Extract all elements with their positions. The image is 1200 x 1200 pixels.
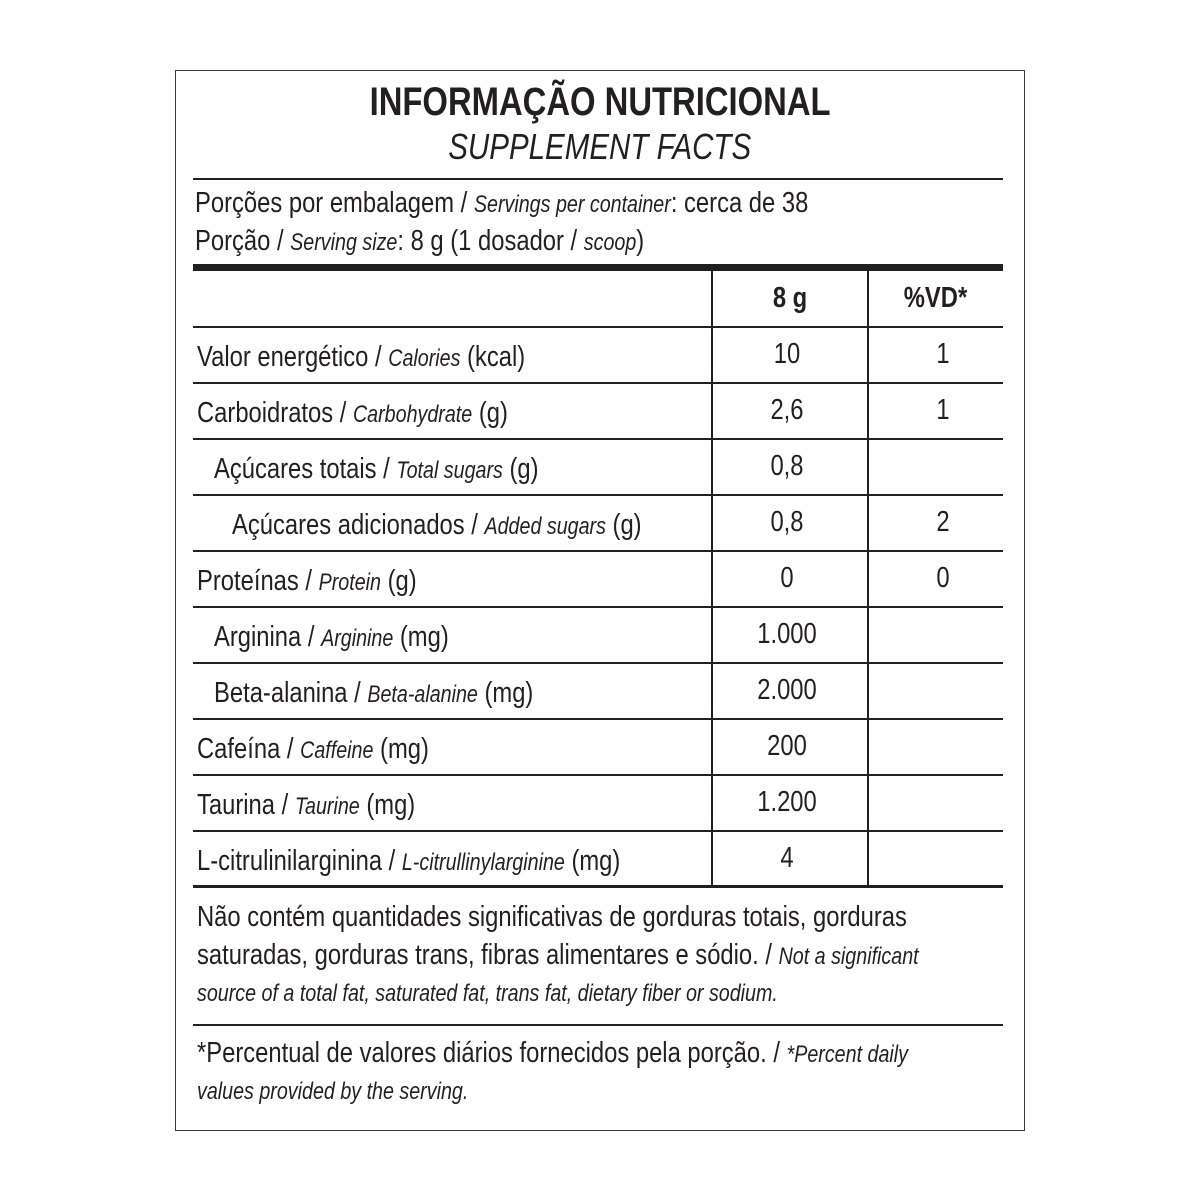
row-divider — [193, 438, 1003, 440]
divider — [193, 178, 1003, 180]
row-divider — [193, 326, 1003, 328]
nutrient-label: Cafeína / Caffeine (mg) — [197, 733, 429, 765]
footnote-line: Não contém quantidades significativas de… — [197, 901, 907, 933]
row-divider — [193, 662, 1003, 664]
nutrient-amount: 10 — [773, 338, 801, 370]
label-subtitle: SUPPLEMENT FACTS — [448, 126, 752, 167]
nutrient-amount: 0 — [780, 562, 794, 594]
nutrient-amount: 4 — [780, 842, 794, 874]
nutrient-label: Arginina / Arginine (mg) — [214, 621, 449, 653]
divider — [193, 1024, 1003, 1026]
footnote-line: saturadas, gorduras trans, fibras alimen… — [197, 939, 919, 971]
nutrient-label: Proteínas / Protein (g) — [197, 565, 417, 597]
nutrient-amount: 2,6 — [770, 394, 804, 426]
row-divider — [193, 774, 1003, 776]
nutrient-label: Carboidratos / Carbohydrate (g) — [197, 397, 508, 429]
nutrient-amount: 2.000 — [757, 674, 817, 706]
row-divider — [193, 830, 1003, 832]
nutrient-amount: 1.000 — [757, 618, 817, 650]
header-daily-value: %VD* — [903, 282, 968, 314]
label-title: INFORMAÇÃO NUTRICIONAL — [369, 80, 831, 124]
nutrient-daily-value: 0 — [936, 562, 950, 594]
nutrient-amount: 0,8 — [770, 450, 804, 482]
footnote-line: source of a total fat, saturated fat, tr… — [197, 980, 778, 1007]
table-bottom-divider — [193, 885, 1003, 888]
row-divider — [193, 718, 1003, 720]
nutrient-amount: 200 — [767, 730, 807, 762]
nutrient-daily-value: 1 — [936, 338, 950, 370]
thick-divider — [193, 264, 1003, 271]
footnote-line: values provided by the serving. — [197, 1078, 469, 1105]
row-divider — [193, 606, 1003, 608]
nutrient-label: Açúcares adicionados / Added sugars (g) — [232, 509, 642, 541]
nutrient-label: Valor energético / Calories (kcal) — [197, 341, 526, 373]
nutrition-label — [175, 70, 1025, 1131]
nutrient-daily-value: 2 — [936, 506, 950, 538]
nutrient-label: L-citrulinilarginina / L-citrullinylargi… — [197, 845, 621, 877]
header-amount: 8 g — [772, 282, 808, 314]
row-divider — [193, 382, 1003, 384]
row-divider — [193, 494, 1003, 496]
nutrient-amount: 0,8 — [770, 506, 804, 538]
nutrient-amount: 1.200 — [757, 786, 817, 818]
nutrient-label: Taurina / Taurine (mg) — [197, 789, 416, 821]
serving-size: Porção / Serving size: 8 g (1 dosador / … — [195, 225, 645, 257]
row-divider — [193, 550, 1003, 552]
column-divider — [711, 271, 713, 887]
servings-per-container: Porções por embalagem / Servings per con… — [195, 187, 809, 219]
nutrient-daily-value: 1 — [936, 394, 950, 426]
column-divider — [867, 271, 869, 887]
footnote-line: *Percentual de valores diários fornecido… — [197, 1037, 908, 1069]
nutrient-label: Beta-alanina / Beta-alanine (mg) — [214, 677, 534, 709]
nutrient-label: Açúcares totais / Total sugars (g) — [214, 453, 539, 485]
